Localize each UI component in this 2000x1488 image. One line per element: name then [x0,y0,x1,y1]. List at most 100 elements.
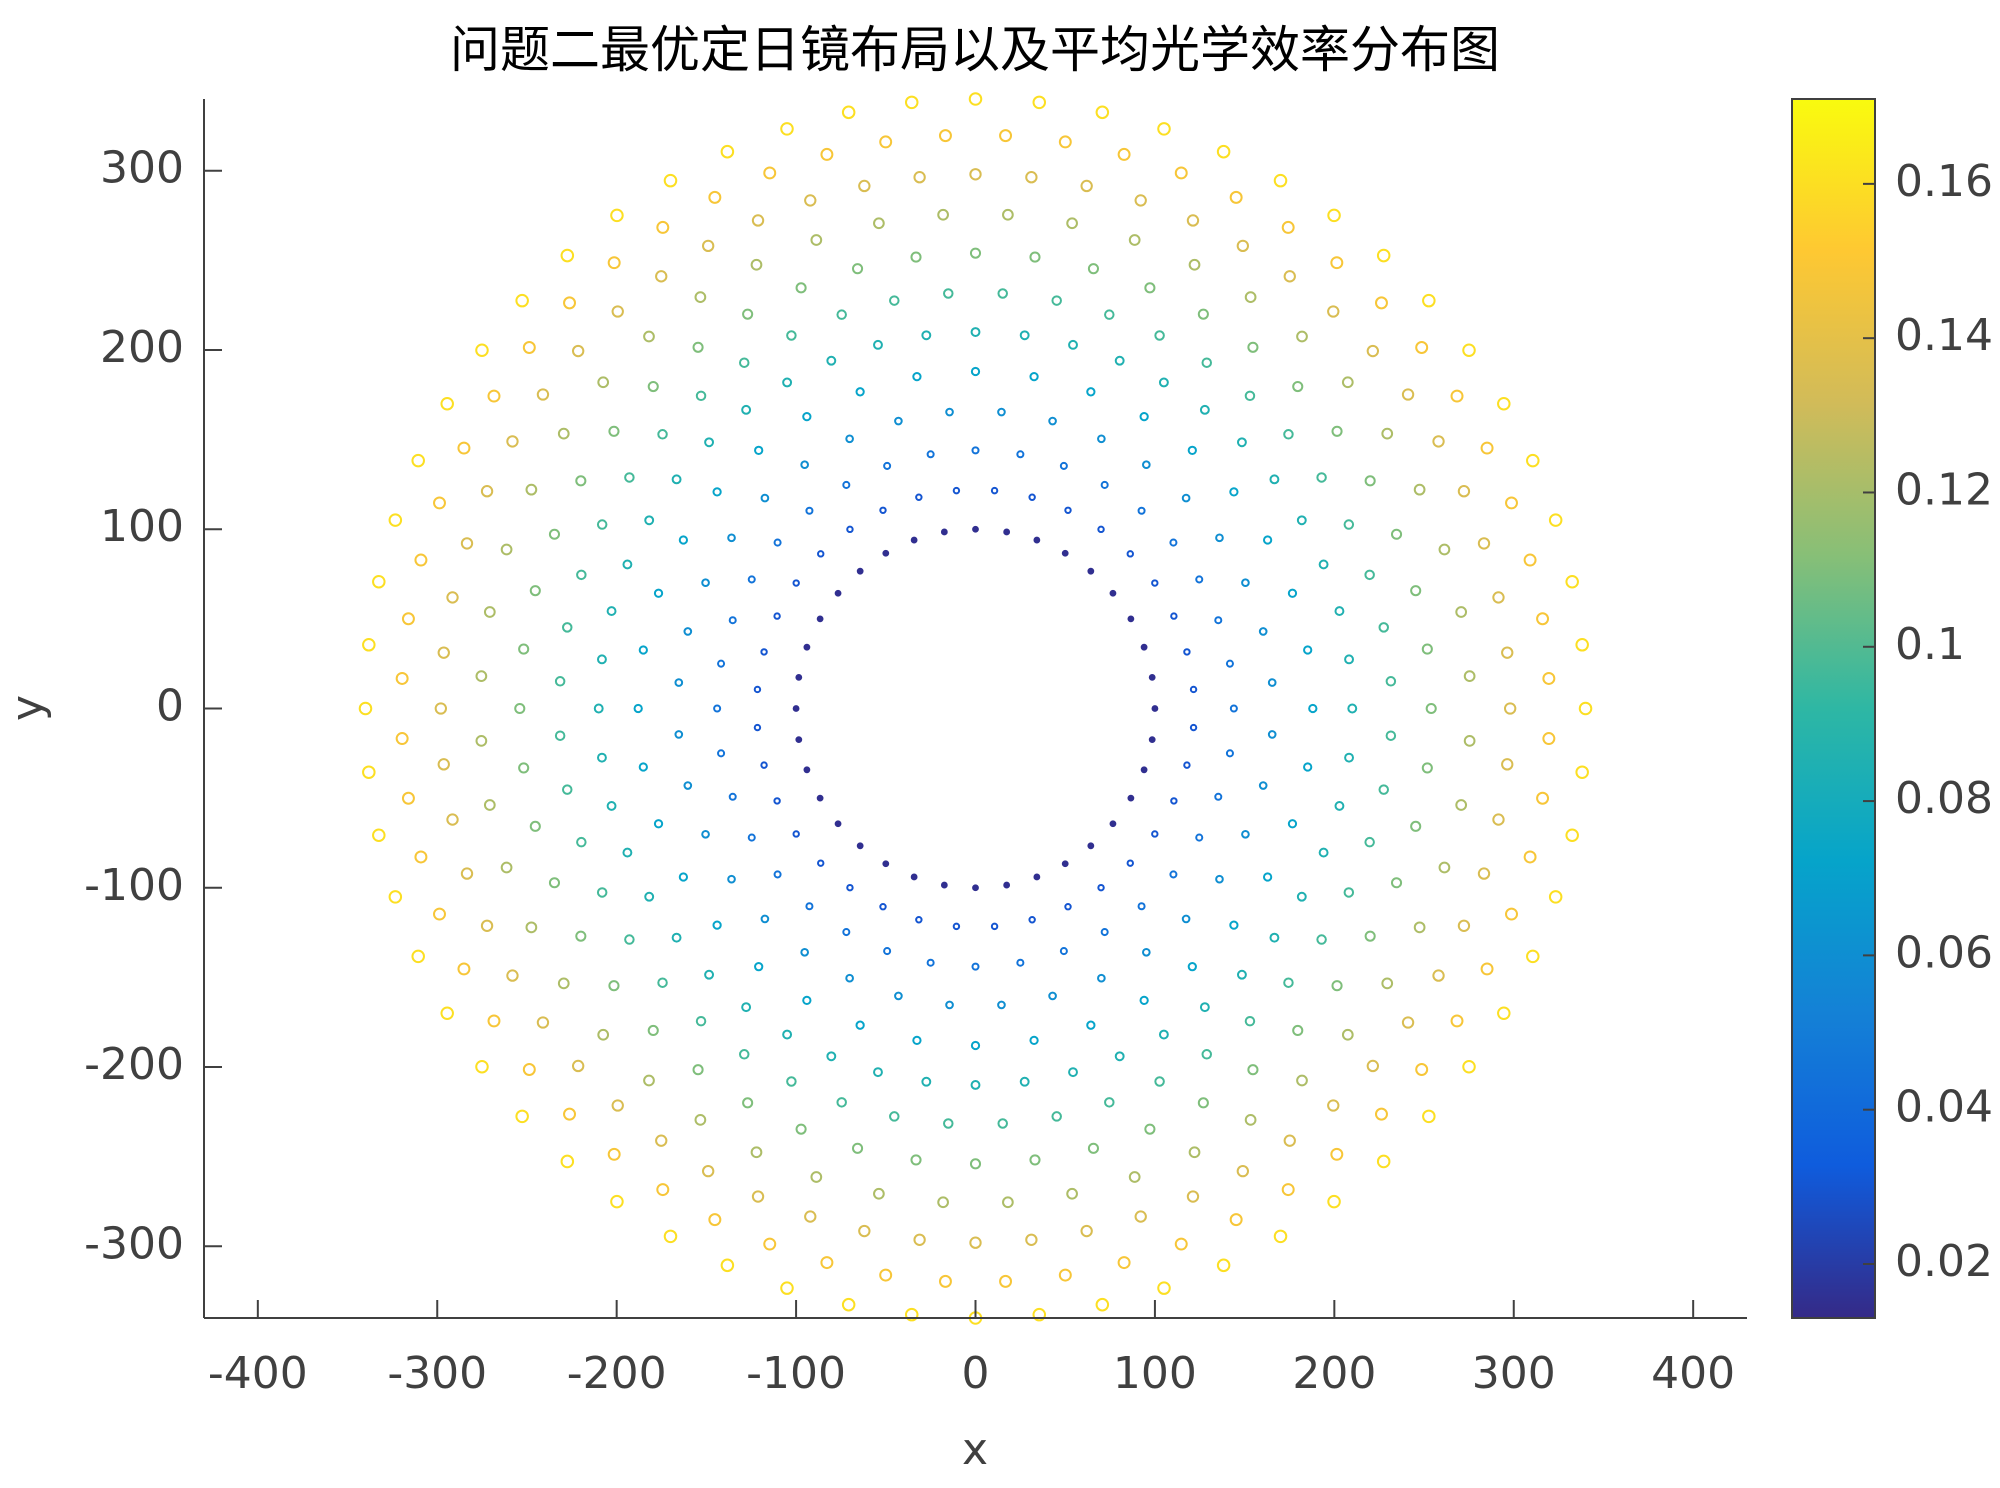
heliostat-point [1542,732,1556,746]
heliostat-point [1390,528,1403,540]
heliostat-point [1287,819,1298,829]
heliostat-point [738,1049,750,1060]
heliostat-point [1432,435,1445,448]
heliostat-point [841,1297,856,1312]
heliostat-point [751,1190,765,1203]
heliostat-point [834,589,842,597]
heliostat-point [970,1080,981,1090]
heliostat-point [1244,1015,1256,1027]
heliostat-point [1415,1063,1429,1076]
heliostat-point [1316,472,1327,483]
heliostat-point [1341,1028,1354,1041]
heliostat-point [1343,887,1355,898]
heliostat-point [608,425,620,437]
heliostat-point [910,873,918,881]
heliostat-point [1019,1076,1030,1087]
heliostat-point [624,934,635,945]
heliostat-point [820,1256,834,1270]
heliostat-point [1318,559,1329,570]
heliostat-point [515,1109,529,1124]
y-tick-label: -100 [84,860,184,911]
heliostat-point [653,819,664,829]
y-tick-label: 300 [100,143,184,194]
heliostat-point [915,916,923,924]
heliostat-point [1334,800,1345,811]
heliostat-point [1095,1297,1110,1312]
heliostat-point [873,1067,883,1078]
heliostat-point [742,1097,754,1109]
heliostat-point [1463,734,1476,747]
heliostat-point [611,1099,624,1112]
heliostat-point [695,1015,707,1027]
heliostat-point [795,1123,807,1135]
heliostat-point [1128,234,1141,246]
heliostat-point [557,427,570,440]
heliostat-point [1236,969,1247,980]
heliostat-point [803,643,811,651]
heliostat-point [969,247,982,259]
heliostat-point [713,704,722,713]
heliostat-point [1296,891,1307,902]
colorbar-tick-label: 0.14 [1895,310,1993,361]
heliostat-point [671,932,682,943]
heliostat-point [1287,588,1298,598]
heliostat-point [1032,1307,1047,1322]
heliostat-point [1236,239,1250,253]
heliostat-point [805,902,814,911]
x-tick-label: -100 [746,1348,846,1399]
heliostat-point [1422,293,1436,308]
heliostat-point [1086,387,1096,397]
heliostat-point [1229,704,1238,713]
heliostat-point [1366,344,1380,358]
heliostat-point [1195,833,1204,842]
heliostat-point [683,627,693,636]
heliostat-point [701,829,710,839]
heliostat-point [1296,330,1308,343]
heliostat-point [401,791,415,805]
heliostat-point [1109,820,1117,828]
heliostat-point [720,1258,735,1273]
heliostat-point [480,919,494,932]
heliostat-point [753,723,762,732]
heliostat-point [780,1281,794,1295]
heliostat-point [921,1076,932,1087]
heliostat-point [483,606,496,618]
heliostat-point [858,1224,871,1238]
heliostat-point [1410,585,1422,597]
heliostat-point [1199,404,1210,415]
heliostat-point [750,1146,763,1159]
heliostat-point [1536,612,1550,626]
heliostat-point [1216,144,1231,159]
y-tick-label: 0 [156,681,184,732]
heliostat-point [1241,829,1250,839]
y-tick-label: 200 [100,322,184,373]
heliostat-point [1002,1196,1014,1209]
heliostat-point [1183,761,1191,769]
heliostat-point [904,95,919,110]
heliostat-point [742,308,754,320]
heliostat-point [622,559,633,570]
heliostat-point [704,969,715,980]
heliostat-point [717,749,726,758]
heliostat-point [1019,330,1030,341]
heliostat-point [487,1014,501,1028]
heliostat-point [1381,427,1394,440]
colorbar-tick-label: 0.02 [1895,1236,1993,1287]
heliostat-point [695,390,707,402]
colorbar-tick-label: 0.12 [1895,464,1993,515]
heliostat-point [1457,919,1471,932]
heliostat-point [1114,355,1125,366]
heliostat-point [1051,295,1062,306]
heliostat-point [1064,506,1072,514]
colorbar [1791,98,1876,1319]
heliostat-point [457,962,471,976]
heliostat-point [557,977,570,990]
y-tick-label: 100 [100,501,184,552]
heliostat-point [480,485,494,498]
heliostat-point [1575,638,1589,652]
heliostat-point [1236,1164,1250,1178]
heliostat-point [1327,208,1341,223]
heliostat-point [1197,308,1209,320]
heliostat-point [1187,962,1197,972]
heliostat-point [571,344,585,358]
